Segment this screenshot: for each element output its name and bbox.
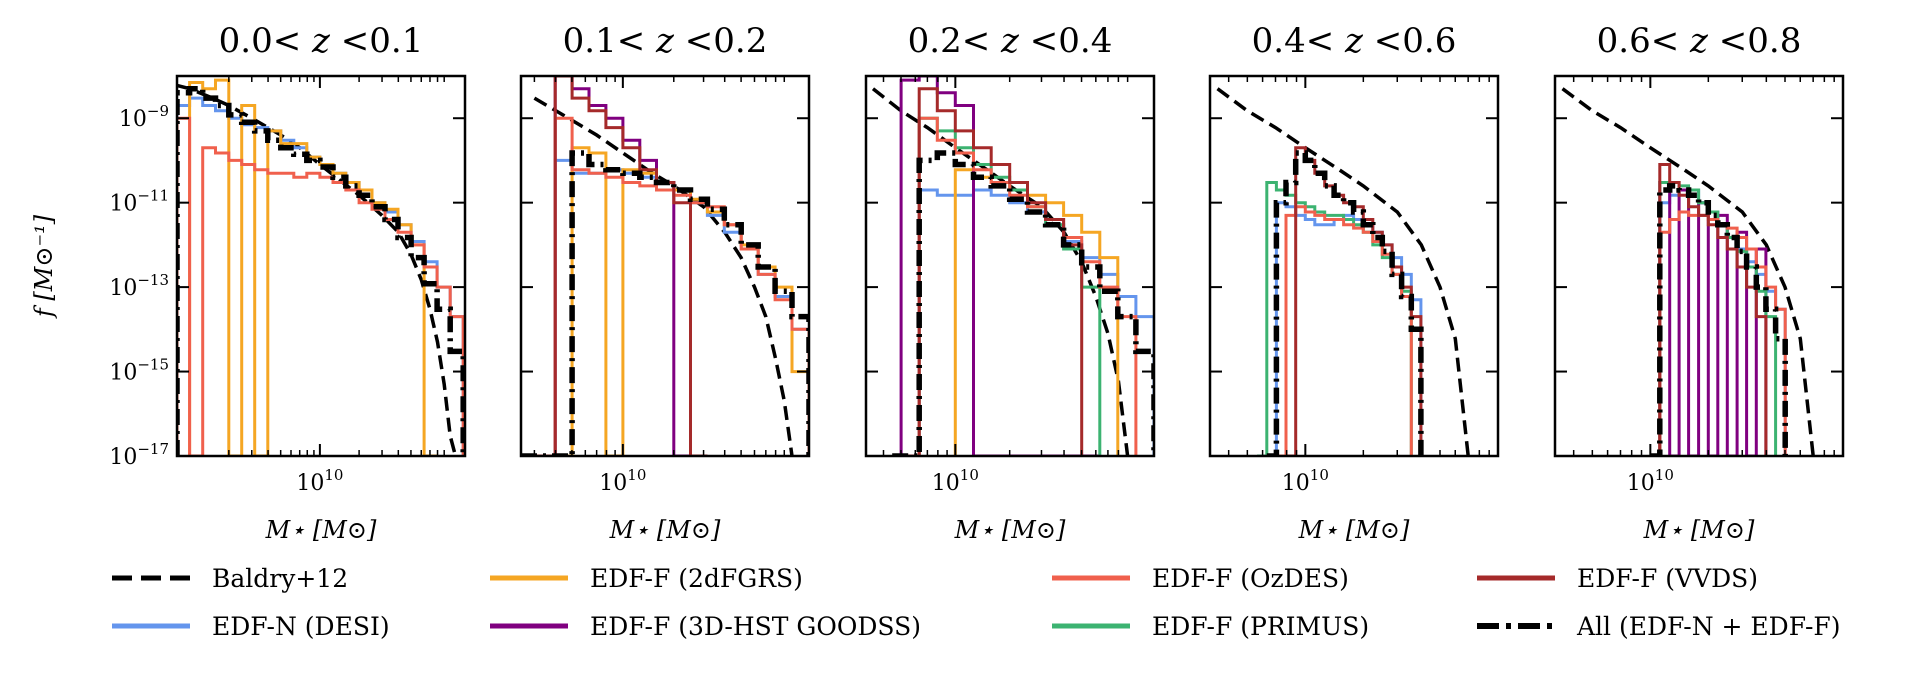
- series-group: [177, 78, 465, 456]
- x-tick-label: 1010: [599, 466, 646, 496]
- x-axis-label: M⋆ [M⊙]: [265, 516, 377, 544]
- series-edf-n-desi: [1266, 201, 1423, 456]
- y-tick-label: 10−15: [109, 356, 169, 386]
- legend-label: All (EDF-N + EDF-F): [1576, 612, 1841, 641]
- y-axis-label: f [M⊙⁻¹]: [30, 214, 58, 319]
- panel-4: 0.4< z <0.6 1010 M⋆ [M⊙]: [1208, 21, 1500, 544]
- legend-item-edf-n-desi: EDF-N (DESI): [112, 612, 390, 641]
- legend-label: EDF-F (OzDES): [1152, 564, 1349, 593]
- series-group: [1561, 87, 1815, 456]
- legend: Baldry+12 EDF-N (DESI) EDF-F (2dFGRS) EDF-F…: [112, 564, 1841, 641]
- panel-title: 0.1< z <0.2: [563, 21, 768, 61]
- axes-frame: [1208, 74, 1500, 458]
- series-edf-f-vvds: [521, 76, 708, 456]
- legend-label: EDF-F (VVDS): [1577, 564, 1758, 593]
- x-axis-label: M⋆ [M⊙]: [1298, 516, 1410, 544]
- legend-label: Baldry+12: [212, 564, 348, 593]
- axes-frame: [1553, 74, 1845, 458]
- series-all-edf-n-edf-f: [1650, 183, 1788, 456]
- legend-item-baldry-12: Baldry+12: [112, 564, 348, 593]
- legend-item-edf-f-3d-hst-goodss: EDF-F (3D-HST GOODSS): [490, 612, 921, 641]
- series-all-edf-n-edf-f: [892, 150, 1154, 456]
- series-all-edf-n-edf-f: [521, 150, 809, 456]
- axes-frame: [864, 74, 1156, 458]
- series-edf-f-ozdes: [177, 116, 465, 456]
- series-edf-f-ozdes: [521, 116, 809, 456]
- x-tick-label: 1010: [1282, 466, 1329, 496]
- series-edf-f-primus: [901, 116, 1102, 456]
- series-edf-f-3d-hst-goodss: [899, 76, 1100, 456]
- axes-frame: [519, 74, 811, 458]
- x-tick-label: 1010: [932, 466, 979, 496]
- legend-item-all-edf-n-edf-f: All (EDF-N + EDF-F): [1477, 612, 1841, 641]
- axes-frame: [175, 74, 467, 458]
- panel-title: 0.2< z <0.4: [908, 21, 1113, 61]
- legend-label: EDF-F (3D-HST GOODSS): [590, 612, 921, 641]
- series-edf-n-desi: [521, 158, 809, 456]
- series-all-edf-n-edf-f: [1266, 150, 1424, 456]
- legend-item-edf-f-primus: EDF-F (PRIMUS): [1052, 612, 1369, 641]
- series-all-edf-n-edf-f: [177, 85, 465, 456]
- legend-item-edf-f-2dfgrs: EDF-F (2dFGRS): [490, 564, 803, 593]
- panel-5: 0.6< z <0.8 1010 M⋆ [M⊙]: [1553, 21, 1845, 544]
- y-tick-label: 10−11: [109, 187, 169, 217]
- series-edf-f-vvds: [1286, 146, 1423, 456]
- panel-title: 0.0< z <0.1: [219, 21, 424, 61]
- series-baldry-12: [1561, 87, 1815, 456]
- legend-item-edf-f-vvds: EDF-F (VVDS): [1477, 564, 1758, 593]
- series-baldry-12: [177, 83, 458, 456]
- legend-item-edf-f-ozdes: EDF-F (OzDES): [1052, 564, 1349, 593]
- panels: 0.0< z <0.1 1010 10−9 10−11 10−13 10−15 10−17 M…: [30, 21, 1845, 544]
- panel-title: 0.6< z <0.8: [1597, 21, 1802, 61]
- series-group: [871, 76, 1154, 456]
- series-baldry-12: [1216, 87, 1470, 456]
- x-axis-label: M⋆ [M⊙]: [1643, 516, 1755, 544]
- y-tick-label: 10−17: [109, 440, 169, 470]
- series-edf-f-2dfgrs: [521, 146, 809, 456]
- panel-1: 0.0< z <0.1 1010 10−9 10−11 10−13 10−15 10−17 M…: [30, 21, 467, 544]
- series-baldry-12: [871, 87, 1130, 456]
- series-baldry-12: [533, 96, 794, 456]
- x-tick-label: 1010: [296, 466, 343, 496]
- y-tick-label: 10−9: [119, 102, 169, 132]
- y-tick-label: 10−13: [109, 271, 169, 301]
- series-edf-f-3d-hst-goodss: [521, 76, 708, 456]
- legend-label: EDF-F (PRIMUS): [1152, 612, 1369, 641]
- panel-2: 0.1< z <0.2 1010 M⋆ [M⊙]: [519, 21, 811, 544]
- x-axis-label: M⋆ [M⊙]: [609, 516, 721, 544]
- series-edf-f-2dfgrs: [188, 78, 438, 456]
- series-edf-f-vvds: [1650, 163, 1768, 456]
- legend-label: EDF-F (2dFGRS): [590, 564, 803, 593]
- series-edf-n-desi: [901, 188, 1154, 456]
- legend-label: EDF-N (DESI): [212, 612, 390, 641]
- x-tick-label: 1010: [1627, 466, 1674, 496]
- series-edf-f-vvds: [901, 87, 1084, 456]
- panel-title: 0.4< z <0.6: [1252, 21, 1457, 61]
- x-axis-label: M⋆ [M⊙]: [954, 516, 1066, 544]
- panel-3: 0.2< z <0.4 1010 M⋆ [M⊙]: [864, 21, 1156, 544]
- series-group: [521, 76, 809, 456]
- series-group: [1216, 87, 1470, 456]
